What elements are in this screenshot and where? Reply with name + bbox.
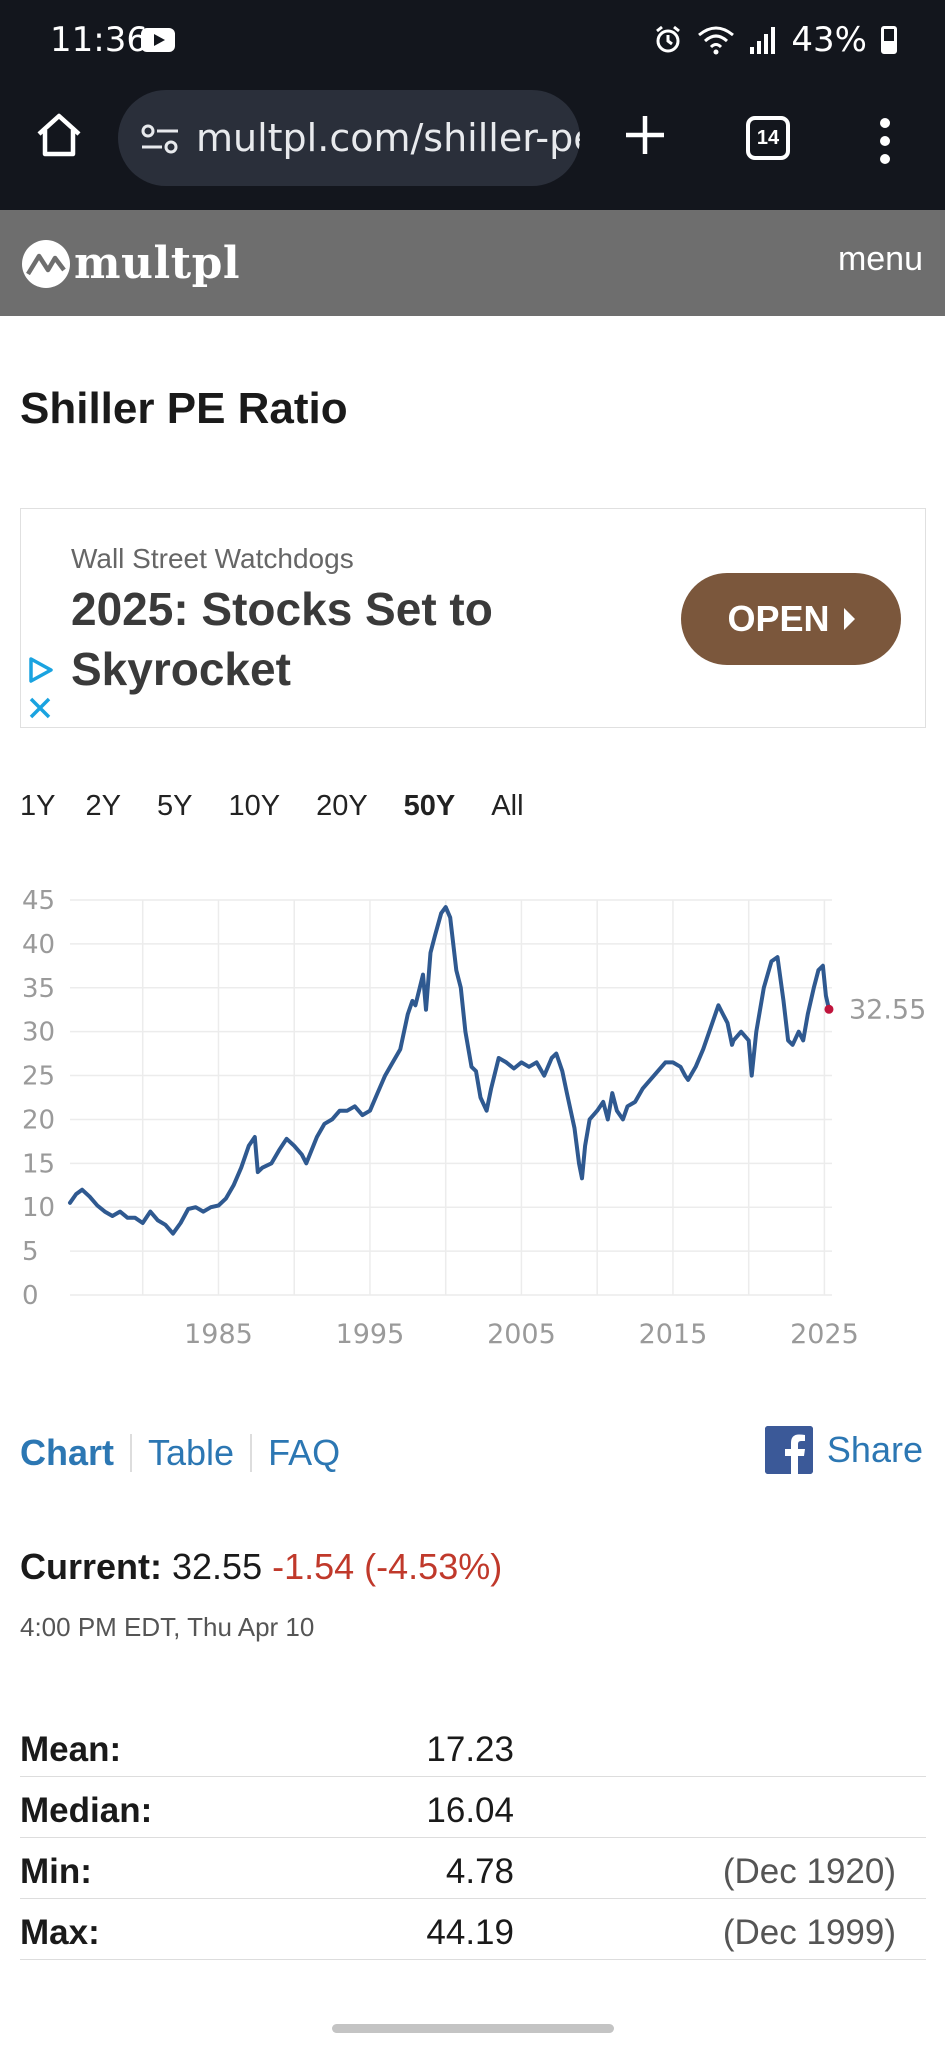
table-link[interactable]: Table: [148, 1432, 235, 1473]
y-tick-label: 15: [22, 1149, 55, 1179]
current-timestamp: 4:00 PM EDT, Thu Apr 10: [20, 1612, 315, 1642]
current-label: Current:: [20, 1546, 162, 1587]
address-bar[interactable]: multpl.com/shiller-pe: [118, 90, 580, 186]
range-tab-5y[interactable]: 5Y: [156, 790, 193, 822]
home-indicator[interactable]: [332, 2024, 614, 2033]
y-tick-label: 5: [22, 1237, 39, 1267]
y-tick-label: 30: [22, 1018, 55, 1048]
site-settings-icon[interactable]: [140, 123, 180, 155]
play-arrow-icon: [843, 608, 855, 630]
ad-choices-icon[interactable]: [25, 655, 55, 685]
x-tick-label: 2015: [639, 1319, 708, 1350]
status-bar: 11:36 43%: [0, 0, 945, 80]
ad-close-icon[interactable]: [25, 693, 55, 723]
stat-value: 44.19: [426, 1913, 514, 1952]
stat-label: Min:: [20, 1852, 92, 1891]
advertisement[interactable]: Wall Street Watchdogs 2025: Stocks Set t…: [20, 508, 926, 728]
view-links: Chart Table FAQ: [20, 1432, 340, 1474]
wifi-icon: [698, 26, 735, 55]
ad-source: Wall Street Watchdogs: [71, 543, 354, 574]
ad-open-button[interactable]: OPEN: [681, 573, 901, 665]
browser-toolbar: multpl.com/shiller-pe 14: [0, 80, 945, 210]
separator: [130, 1434, 133, 1472]
latest-point-marker: [824, 1004, 834, 1014]
ad-open-label: OPEN: [727, 598, 830, 639]
signal-icon: [750, 27, 776, 54]
y-tick-label: 25: [22, 1062, 55, 1092]
y-tick-label: 10: [22, 1193, 55, 1223]
range-tab-10y[interactable]: 10Y: [228, 790, 281, 822]
stat-row-mean: Mean: 17.23: [20, 1716, 926, 1777]
y-tick-label: 0: [22, 1281, 39, 1311]
x-tick-label: 1995: [336, 1319, 405, 1350]
y-tick-label: 45: [22, 886, 55, 916]
stat-label: Median:: [20, 1791, 153, 1830]
new-tab-icon[interactable]: [620, 110, 670, 160]
y-tick-label: 40: [22, 930, 55, 960]
stat-row-max: Max: 44.19 (Dec 1999): [20, 1899, 926, 1960]
range-tab-20y[interactable]: 20Y: [316, 790, 368, 822]
stat-date: (Dec 1999): [722, 1913, 896, 1952]
x-tick-label: 2005: [487, 1319, 556, 1350]
x-tick-label: 2025: [790, 1319, 859, 1350]
stat-label: Max:: [20, 1913, 100, 1952]
current-change: -1.54 (-4.53%): [272, 1546, 503, 1587]
share-label: Share: [826, 1429, 923, 1470]
alarm-icon: [656, 25, 681, 53]
pe-series-line: [68, 905, 831, 1236]
range-tabs: 1Y 2Y 5Y 10Y 20Y 50Y All: [20, 790, 524, 823]
page-title: Shiller PE Ratio: [20, 384, 348, 433]
faq-link[interactable]: FAQ: [268, 1432, 341, 1473]
more-options-icon[interactable]: [874, 116, 896, 166]
range-tab-50y[interactable]: 50Y: [403, 790, 456, 822]
current-value: Current: 32.55 -1.54 (-4.53%): [20, 1546, 502, 1588]
site-header: multpl menu: [0, 210, 945, 316]
logo-text: multpl: [74, 238, 241, 289]
y-tick-label: 35: [22, 974, 55, 1004]
range-tab-all[interactable]: All: [491, 790, 524, 822]
stat-value: 16.04: [426, 1791, 514, 1830]
status-time: 11:36: [50, 20, 148, 60]
menu-button[interactable]: menu: [837, 240, 923, 278]
current-number: 32.55: [172, 1546, 263, 1587]
x-tick-label: 1985: [184, 1319, 253, 1350]
status-icons: 43%: [653, 20, 897, 60]
latest-value-label: 32.55: [849, 994, 926, 1025]
y-tick-label: 20: [22, 1105, 55, 1135]
home-icon[interactable]: [34, 110, 84, 160]
range-tab-2y[interactable]: 2Y: [85, 790, 121, 822]
stats-table: Mean: 17.23 Median: 16.04 Min: 4.78 (Dec…: [20, 1716, 926, 1960]
tab-switcher-button[interactable]: 14: [746, 116, 790, 160]
battery-icon: [881, 26, 897, 54]
ad-headline[interactable]: 2025: Stocks Set to Skyrocket: [71, 583, 493, 695]
separator: [250, 1434, 253, 1472]
range-tab-1y[interactable]: 1Y: [20, 790, 56, 822]
url-text[interactable]: multpl.com/shiller-pe: [196, 116, 580, 160]
stat-label: Mean:: [20, 1730, 122, 1769]
youtube-notification-icon: [141, 28, 175, 52]
logo-chart-icon: [22, 239, 70, 288]
stat-row-median: Median: 16.04: [20, 1777, 926, 1838]
stat-date: (Dec 1920): [722, 1852, 896, 1891]
stat-row-min: Min: 4.78 (Dec 1920): [20, 1838, 926, 1899]
stat-value: 17.23: [426, 1730, 514, 1769]
chart-link[interactable]: Chart: [20, 1432, 115, 1473]
site-logo[interactable]: multpl: [22, 238, 240, 289]
share-button[interactable]: Share: [764, 1426, 923, 1474]
battery-level: 43%: [791, 20, 867, 60]
stat-value: 4.78: [445, 1852, 514, 1891]
facebook-icon: [764, 1426, 813, 1474]
